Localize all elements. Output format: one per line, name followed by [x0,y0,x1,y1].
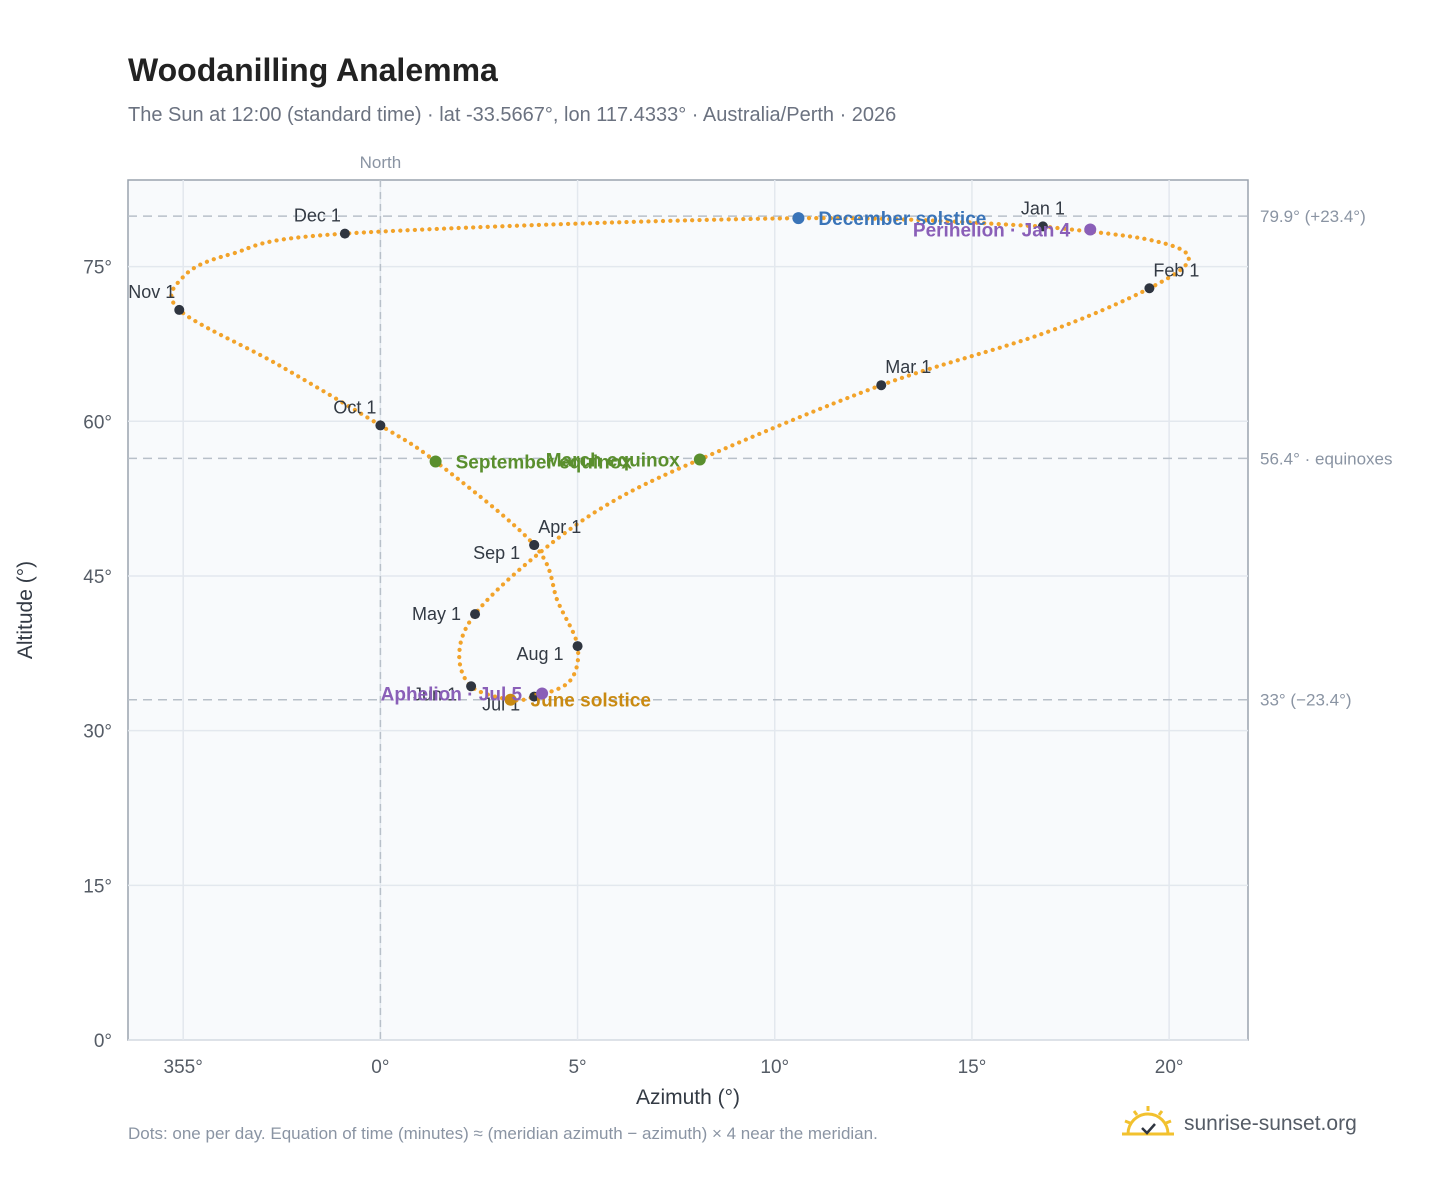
y-tick-label: 60° [83,412,112,433]
month-marker [174,304,185,315]
y-axis-title: Altitude (°) [14,561,37,659]
event-marker [1084,223,1097,236]
meridian-label: North [360,153,402,172]
event-label: Aphelion · Jul 5 [381,685,523,706]
brand[interactable]: sunrise-sunset.org [1122,1104,1357,1144]
month-label: Feb 1 [1153,260,1199,280]
chart-title: Woodanilling Analemma [128,52,498,88]
month-marker [572,641,583,652]
month-marker [876,380,887,391]
x-tick-label: 10° [760,1057,789,1078]
reference-lines: North 79.9° (+23.4°) 56.4° · equinoxes 33° … [128,153,1393,1040]
event-marker [504,693,517,706]
reference-line-label: 33° (−23.4°) [1260,691,1352,710]
chart-subtitle: The Sun at 12:00 (standard time) · lat -… [128,104,897,126]
event-marker [536,687,549,700]
y-tick-label: 15° [83,876,112,897]
x-tick-label: 15° [958,1057,987,1078]
month-label: Oct 1 [333,397,376,417]
axes: 355° 0° 5° 10° 15° 20° 0° 15° 30° 45° 60° 75° Azimut… [14,258,1183,1109]
month-label: Sep 1 [473,543,520,563]
sunrise-logo-icon [1122,1104,1174,1145]
y-tick-label: 0° [94,1031,112,1052]
event-label: June solstice [531,691,651,712]
brand-name: sunrise-sunset.org [1184,1112,1357,1135]
month-marker [1144,283,1155,294]
x-axis-title: Azimuth (°) [636,1086,740,1109]
month-label: Jan 1 [1021,198,1065,218]
grid-lines [128,180,1248,1041]
analemma-daily-dots [169,215,1191,703]
x-tick-label: 20° [1155,1057,1184,1078]
event-marker [429,455,442,468]
plot-area [127,179,1249,1041]
analemma-path [169,215,1191,703]
reference-line-label: 56.4° · equinoxes [1260,449,1393,468]
month-marker [470,609,481,620]
month-marker [466,681,477,692]
y-tick-label: 75° [83,258,112,279]
month-label: Jun 1 [413,684,457,704]
event-label: September equinox [456,453,633,474]
event-marker [792,212,805,225]
month-label: Dec 1 [294,206,341,226]
month-label: Apr 1 [538,517,581,537]
event-label: March equinox [546,450,681,471]
month-label: Nov 1 [128,282,175,302]
x-tick-label: 0° [371,1057,389,1078]
month-marker [375,420,386,431]
footnote: Dots: one per day. Equation of time (min… [128,1124,878,1143]
event-marker [693,453,706,466]
month-marker [1037,221,1048,232]
x-tick-label: 5° [568,1057,586,1078]
y-tick-label: 30° [83,722,112,743]
x-tick-label: 355° [164,1057,203,1078]
event-label: Perihelion · Jan 4 [913,220,1071,241]
month-marker [339,228,350,239]
reference-line-label: 79.9° (+23.4°) [1260,207,1366,226]
month-label: May 1 [412,604,461,624]
event-label: December solstice [818,209,986,230]
month-label: Mar 1 [885,357,931,377]
month-marker [529,540,540,551]
y-tick-label: 45° [83,567,112,588]
month-label: Aug 1 [517,644,564,664]
